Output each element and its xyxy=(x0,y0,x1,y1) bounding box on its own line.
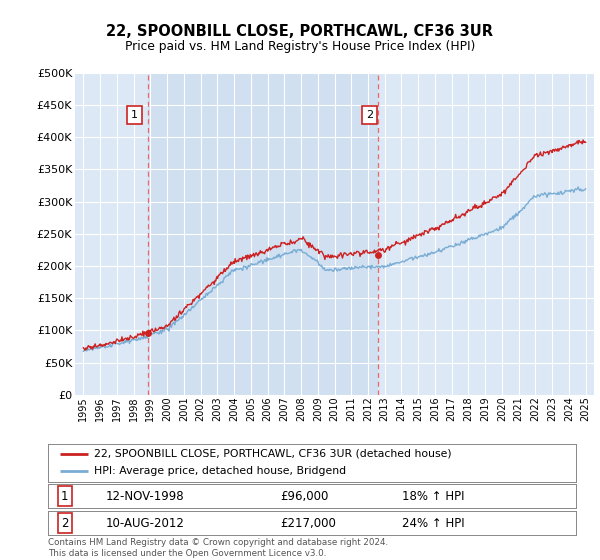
Text: 24% ↑ HPI: 24% ↑ HPI xyxy=(402,516,464,530)
Text: 10-AUG-2012: 10-AUG-2012 xyxy=(106,516,185,530)
Text: Price paid vs. HM Land Registry's House Price Index (HPI): Price paid vs. HM Land Registry's House … xyxy=(125,40,475,53)
Text: Contains HM Land Registry data © Crown copyright and database right 2024.
This d: Contains HM Land Registry data © Crown c… xyxy=(48,538,388,558)
Text: 22, SPOONBILL CLOSE, PORTHCAWL, CF36 3UR (detached house): 22, SPOONBILL CLOSE, PORTHCAWL, CF36 3UR… xyxy=(94,449,452,459)
Text: 2: 2 xyxy=(366,110,373,120)
Text: 1: 1 xyxy=(61,489,68,503)
Text: £217,000: £217,000 xyxy=(280,516,336,530)
Bar xyxy=(148,73,378,395)
Text: 12-NOV-1998: 12-NOV-1998 xyxy=(106,489,185,503)
Text: HPI: Average price, detached house, Bridgend: HPI: Average price, detached house, Brid… xyxy=(94,466,347,477)
Text: 2: 2 xyxy=(61,516,68,530)
Text: 1: 1 xyxy=(131,110,138,120)
Text: 22, SPOONBILL CLOSE, PORTHCAWL, CF36 3UR: 22, SPOONBILL CLOSE, PORTHCAWL, CF36 3UR xyxy=(107,24,493,39)
Text: 18% ↑ HPI: 18% ↑ HPI xyxy=(402,489,464,503)
Text: £96,000: £96,000 xyxy=(280,489,329,503)
